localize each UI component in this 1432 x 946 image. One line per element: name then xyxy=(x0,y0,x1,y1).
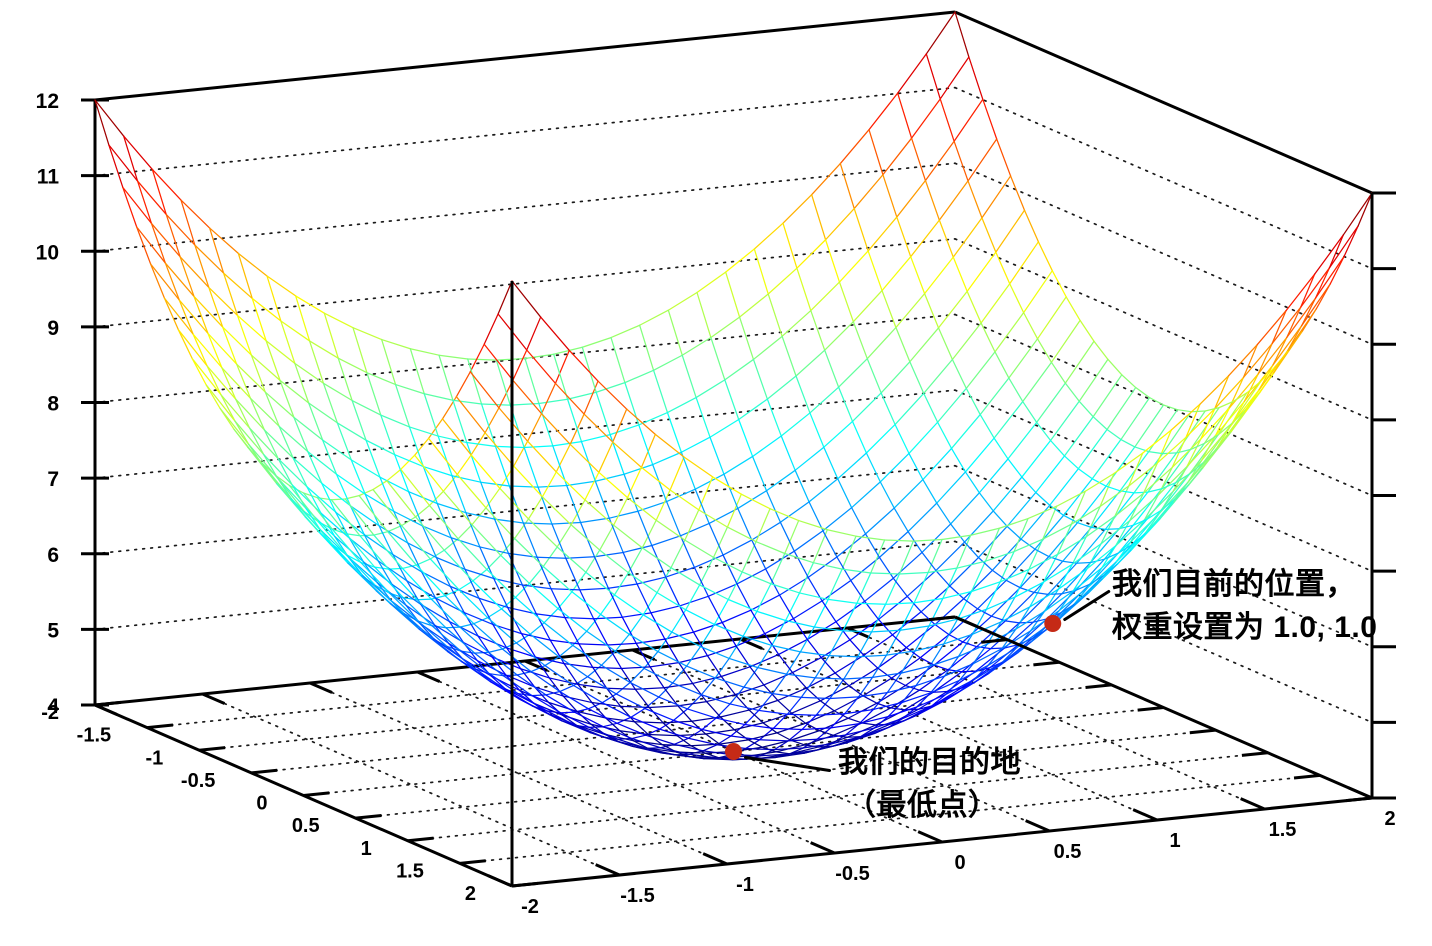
x-tick-label: 1.5 xyxy=(1269,819,1297,841)
point-marker xyxy=(725,743,742,760)
marker-current-position xyxy=(1044,590,1111,632)
leader-line xyxy=(744,756,831,772)
x-tick-label: -0.5 xyxy=(835,863,869,885)
right-axis xyxy=(1372,191,1396,800)
y-tick-label: -1.5 xyxy=(77,725,111,747)
y-tick-label: 2 xyxy=(465,883,476,905)
z-tick-label: 6 xyxy=(47,544,59,567)
z-tick-label: 7 xyxy=(47,468,59,491)
x-tick-label: 0.5 xyxy=(1054,841,1082,863)
floor-grid xyxy=(146,627,1321,876)
annotation-current-position: 我们目前的位置， 权重设置为 1.0, 1.0 xyxy=(1112,564,1377,650)
y-tick-label: -2 xyxy=(41,702,59,724)
z-tick-label: 12 xyxy=(36,90,59,113)
x-tick-label: -1 xyxy=(736,874,754,896)
y-tick-label: 0.5 xyxy=(292,815,320,837)
y-tick-label: 1 xyxy=(361,838,372,860)
x-axis: -2 -1.5 -1 -0.5 0 0.5 1 1.5 2 xyxy=(487,786,1396,918)
annotation-destination-line1: 我们的目的地 xyxy=(838,746,1021,779)
wall-grid xyxy=(94,86,1373,724)
x-tick-label: -1.5 xyxy=(620,885,654,907)
x-tick-label: 1 xyxy=(1169,830,1180,852)
y-tick-label: -1 xyxy=(145,747,163,769)
y-tick-label: -0.5 xyxy=(181,770,215,792)
z-axis: 4 5 6 7 8 9 10 11 12 xyxy=(36,90,109,718)
x-tick-label: -2 xyxy=(521,896,539,918)
z-tick-label: 8 xyxy=(47,393,59,416)
z-tick-label: 10 xyxy=(36,241,59,264)
z-tick-label: 5 xyxy=(47,619,59,642)
y-tick-label: 0 xyxy=(256,793,267,815)
leader-line xyxy=(1063,590,1111,621)
y-axis: -2 -1.5 -1 -0.5 0 0.5 1 1.5 2 xyxy=(41,615,1373,905)
surface-mesh xyxy=(94,11,1373,761)
y-tick-label: 1.5 xyxy=(396,860,424,882)
marker-destination xyxy=(725,743,831,772)
z-tick-label: 4 xyxy=(47,695,59,718)
x-tick-label: 0 xyxy=(954,852,965,874)
x-tick-label: 2 xyxy=(1384,808,1395,830)
annotation-destination: 我们的目的地 （最低点） xyxy=(838,742,1021,828)
annotation-destination-line2: （最低点） xyxy=(846,788,999,822)
z-tick-label: 11 xyxy=(37,166,60,189)
z-tick-label: 9 xyxy=(47,317,59,340)
annotation-current-line1: 我们目前的位置， xyxy=(1112,568,1356,601)
annotation-current-line2: 权重设置为 1.0, 1.0 xyxy=(1112,610,1378,644)
point-marker xyxy=(1044,615,1062,632)
